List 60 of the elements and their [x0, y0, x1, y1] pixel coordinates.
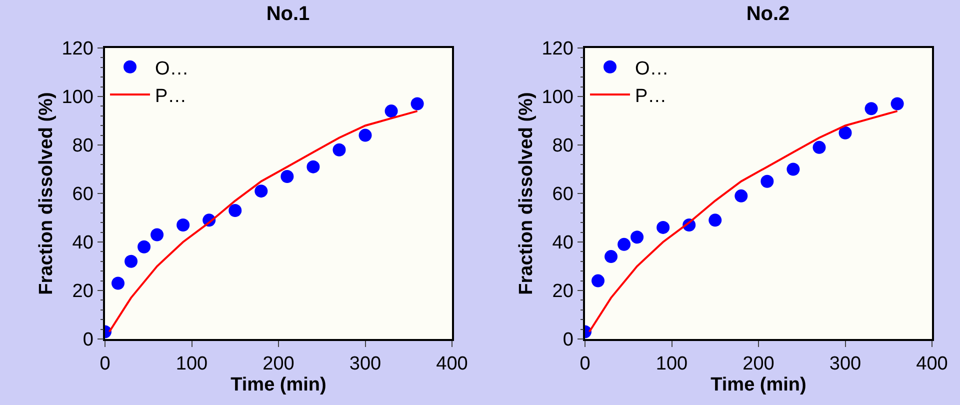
y-tick-label: 80: [72, 136, 94, 157]
y-tick-label: 20: [72, 281, 94, 302]
chart-title: No.1: [266, 3, 310, 26]
point: [332, 143, 346, 156]
x-tick-label: 200: [262, 354, 294, 375]
point: [228, 204, 242, 217]
y-tick-label: 100: [62, 87, 94, 108]
x-tick-label: 400: [916, 354, 948, 375]
y-tick-label: 60: [72, 184, 94, 206]
y-axis-title: Fraction dissolved (%): [36, 92, 58, 295]
legend-label: O…: [155, 58, 189, 80]
point: [138, 240, 151, 254]
point: [410, 97, 424, 110]
point: [618, 238, 631, 251]
y-tick-label: 20: [552, 281, 574, 302]
y-tick-label: 100: [542, 87, 574, 108]
point: [734, 189, 748, 202]
point: [656, 220, 670, 234]
y-tick-label: 0: [562, 330, 574, 351]
point: [890, 97, 904, 110]
point: [112, 276, 125, 290]
x-tick-label: 0: [580, 354, 590, 375]
point: [838, 126, 852, 140]
x-tick-label: 0: [100, 354, 110, 375]
x-tick-label: 100: [656, 354, 688, 375]
y-axis-title: Fraction dissolved (%): [516, 92, 538, 295]
point: [760, 174, 774, 188]
legend-label: O…: [635, 58, 669, 80]
point: [306, 160, 320, 174]
point: [864, 102, 878, 116]
y-tick-label: 40: [72, 232, 94, 254]
point: [150, 228, 164, 242]
x-axis-title: Time (min): [230, 374, 326, 396]
x-tick-label: 300: [829, 354, 862, 375]
point: [592, 274, 605, 288]
point: [630, 230, 644, 244]
point: [812, 140, 826, 154]
point: [786, 162, 800, 176]
legend-label: P…: [635, 86, 667, 107]
y-tick-label: 120: [542, 38, 574, 60]
y-tick-label: 0: [82, 330, 94, 351]
x-tick-label: 400: [436, 354, 468, 375]
x-axis-title: Time (min): [710, 374, 806, 396]
y-tick-label: 80: [552, 136, 574, 157]
x-tick-label: 100: [176, 354, 208, 375]
point: [384, 104, 398, 118]
x-tick-label: 200: [742, 354, 774, 375]
point: [358, 128, 372, 142]
point: [176, 218, 190, 232]
point: [124, 254, 138, 268]
point: [254, 184, 268, 198]
point: [280, 170, 294, 184]
chart-title: No.2: [746, 3, 790, 26]
point: [708, 214, 722, 227]
y-tick-label: 60: [552, 184, 574, 206]
legend-label: P…: [155, 86, 187, 107]
y-tick-label: 120: [62, 38, 94, 60]
point: [604, 250, 618, 264]
x-tick-label: 300: [349, 354, 382, 375]
y-tick-label: 40: [552, 232, 574, 254]
